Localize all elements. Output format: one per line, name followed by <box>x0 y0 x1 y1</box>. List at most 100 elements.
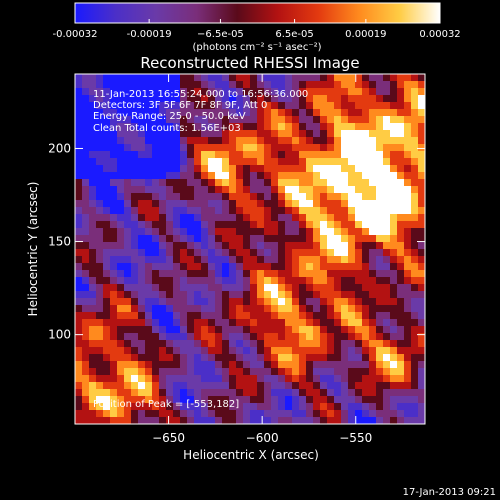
heatmap-cell <box>250 74 258 82</box>
heatmap-cell <box>180 410 188 418</box>
heatmap-cell <box>299 389 307 397</box>
heatmap-cell <box>222 102 230 110</box>
heatmap-cell <box>215 403 223 411</box>
heatmap-cell <box>278 263 286 271</box>
heatmap-cell <box>285 326 293 334</box>
heatmap-cell <box>152 354 160 362</box>
heatmap-cell <box>166 361 174 369</box>
heatmap-cell <box>96 235 104 243</box>
heatmap-cell <box>131 396 139 404</box>
heatmap-cell <box>124 214 132 222</box>
heatmap-cell <box>320 284 328 292</box>
heatmap-cell <box>215 235 223 243</box>
heatmap-cell <box>117 144 125 152</box>
heatmap-cell <box>404 200 412 208</box>
heatmap-cell <box>390 207 398 215</box>
heatmap-cell <box>194 109 202 117</box>
heatmap-cell <box>285 123 293 131</box>
heatmap-cell <box>159 228 167 236</box>
heatmap-cell <box>131 368 139 376</box>
heatmap-cell <box>159 151 167 159</box>
heatmap-cell <box>369 382 377 390</box>
heatmap-cell <box>404 221 412 229</box>
heatmap-cell <box>348 228 356 236</box>
heatmap-cell <box>390 228 398 236</box>
heatmap-cell <box>257 130 265 138</box>
heatmap-cell <box>187 249 195 257</box>
heatmap-cell <box>243 396 251 404</box>
x-axis-label: Heliocentric X (arcsec) <box>183 448 319 462</box>
heatmap-cell <box>152 221 160 229</box>
heatmap-cell <box>208 109 216 117</box>
heatmap-cell <box>404 88 412 96</box>
heatmap-cell <box>215 382 223 390</box>
heatmap-cell <box>187 109 195 117</box>
heatmap-cell <box>124 172 132 180</box>
heatmap-cell <box>376 214 384 222</box>
heatmap-cell <box>82 361 90 369</box>
heatmap-cell <box>89 319 97 327</box>
heatmap-cell <box>327 361 335 369</box>
heatmap-cell <box>362 200 370 208</box>
heatmap-cell <box>334 354 342 362</box>
heatmap-cell <box>152 228 160 236</box>
heatmap-cell <box>376 200 384 208</box>
heatmap-cell <box>369 151 377 159</box>
heatmap-cell <box>418 410 426 418</box>
heatmap-cell <box>362 158 370 166</box>
heatmap-cell <box>243 417 251 425</box>
heatmap-cell <box>285 312 293 320</box>
heatmap-cell <box>110 382 118 390</box>
heatmap-cell <box>229 207 237 215</box>
heatmap-cell <box>299 81 307 89</box>
heatmap-cell <box>250 109 258 117</box>
heatmap-cell <box>187 396 195 404</box>
heatmap-cell <box>187 137 195 145</box>
heatmap-cell <box>152 179 160 187</box>
heatmap-cell <box>194 375 202 383</box>
heatmap-cell <box>383 382 391 390</box>
heatmap-cell <box>334 410 342 418</box>
heatmap-cell <box>159 417 167 425</box>
heatmap-cell <box>257 277 265 285</box>
heatmap-cell <box>201 298 209 306</box>
heatmap-cell <box>362 165 370 173</box>
heatmap-cell <box>362 354 370 362</box>
heatmap-cell <box>215 74 223 82</box>
heatmap-cell <box>124 144 132 152</box>
heatmap-cell <box>306 368 314 376</box>
heatmap-cell <box>418 235 426 243</box>
heatmap-cell <box>383 347 391 355</box>
heatmap-cell <box>271 130 279 138</box>
heatmap-cell <box>292 312 300 320</box>
heatmap-cell <box>292 410 300 418</box>
heatmap-cell <box>418 172 426 180</box>
heatmap-cell <box>264 214 272 222</box>
heatmap-cell <box>229 326 237 334</box>
heatmap-cell <box>404 319 412 327</box>
heatmap-cell <box>250 249 258 257</box>
heatmap-cell <box>75 396 83 404</box>
colorbar: -0.00032 -0.00019 −6.5e-05 6.5e-05 0.00019 0.… <box>53 2 461 53</box>
heatmap-cell <box>152 207 160 215</box>
heatmap-cell <box>299 214 307 222</box>
heatmap-cell <box>145 284 153 292</box>
heatmap-cell <box>222 347 230 355</box>
heatmap-cell <box>89 214 97 222</box>
heatmap-cell <box>306 95 314 103</box>
heatmap-cell <box>418 396 426 404</box>
heatmap-cell <box>320 179 328 187</box>
heatmap-cell <box>271 368 279 376</box>
heatmap-cell <box>376 354 384 362</box>
heatmap-cell <box>313 368 321 376</box>
heatmap-cell <box>131 326 139 334</box>
heatmap-cell <box>159 235 167 243</box>
heatmap-cell <box>306 116 314 124</box>
heatmap-cell <box>103 361 111 369</box>
heatmap-cell <box>285 235 293 243</box>
heatmap-cell <box>96 81 104 89</box>
heatmap-cell <box>173 102 181 110</box>
heatmap-cell <box>348 319 356 327</box>
heatmap-cell <box>292 270 300 278</box>
heatmap-cell <box>306 417 314 425</box>
